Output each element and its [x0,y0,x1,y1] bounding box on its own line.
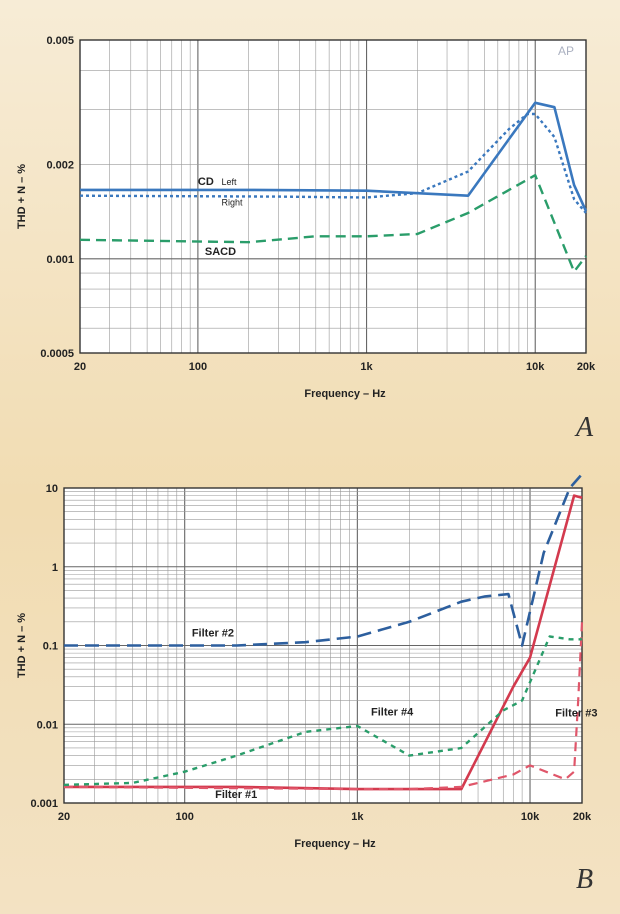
y-axis-title: THD + N – % [16,164,28,229]
watermark: AP [558,44,575,58]
y-axis-title: THD + N – % [16,613,28,678]
x-tick-label: 1k [351,811,364,823]
x-tick-label: 20 [74,361,86,373]
series-line-2 [79,112,587,214]
series-line-4 [63,635,582,787]
panel-letter-a: A [576,412,594,443]
series-annotation: Filter #4 [371,706,414,718]
x-axis-title: Frequency – Hz [294,838,376,850]
y-tick-label: 0.002 [46,160,74,172]
y-tick-label: 10 [46,483,58,495]
series-annotation: Left [221,177,237,187]
series-annotation: CD [198,176,214,188]
series-line-2 [64,473,583,647]
x-tick-label: 100 [176,811,194,823]
x-tick-label: 1k [360,361,373,373]
series-annotation: Filter #1 [215,789,257,801]
series-annotation: Filter #2 [192,628,234,640]
series-line-3 [63,621,584,791]
x-tick-label: 10k [526,361,545,373]
panel-letter-b: B [576,864,594,895]
chart-b: 20 100 1k 10k 20k 0.001 0.01 0.1 1 10 Frequency – … [16,473,597,850]
series-line-3 [79,173,587,273]
x-tick-label: 20 [58,811,70,823]
chart-a: 20 100 1k 10k 20k 0.0005 0.001 0.002 0.005 Freque… [16,35,596,400]
x-tick-label: 10k [521,811,540,823]
y-tick-label: 1 [52,562,58,574]
y-tick-label: 0.1 [43,641,58,653]
series-annotation: SACD [205,246,236,258]
y-tick-label: 0.005 [46,35,74,47]
x-tick-label: 20k [573,811,592,823]
y-tick-label: 0.01 [37,719,58,731]
y-tick-label: 0.001 [46,254,74,266]
x-tick-label: 20k [577,361,596,373]
x-axis-title: Frequency – Hz [304,388,386,400]
series-annotation: Right [221,197,243,207]
y-tick-label: 0.0005 [40,348,74,360]
series-line-1 [80,101,588,212]
series-annotation: Filter #3 [555,708,597,720]
y-tick-label: 0.001 [30,798,58,810]
x-tick-label: 100 [189,361,207,373]
